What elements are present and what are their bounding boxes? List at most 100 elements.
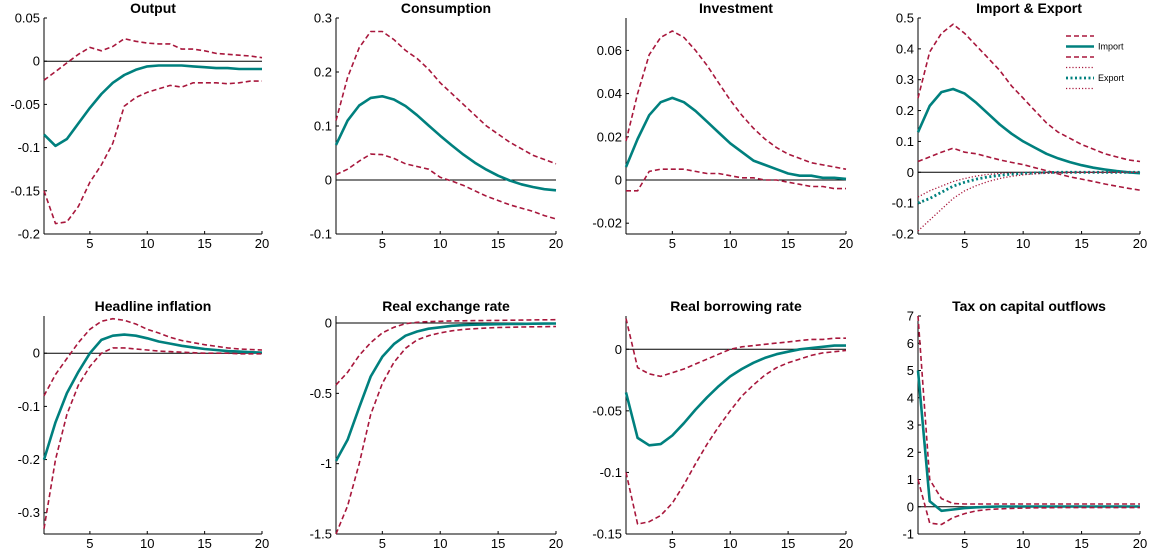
x-tick-label: 20 (1133, 236, 1147, 251)
median-line (624, 96, 847, 181)
x-tick-label: 15 (781, 536, 795, 551)
y-tick-label: 2 (907, 445, 914, 460)
chart-panel: Import & Export -0.2 -0.1 0 0.1 0.2 0.3 0.4 0.5 5… (892, 0, 1148, 251)
band-line (335, 325, 557, 535)
band-line (917, 23, 1141, 163)
band-line (625, 30, 847, 170)
y-tick-label: 0 (325, 316, 332, 331)
y-tick-label: -0.1 (18, 140, 40, 155)
y-tick-label: -0.05 (10, 97, 40, 112)
chart-title: Real exchange rate (382, 298, 510, 314)
y-tick-label: 0 (33, 54, 40, 69)
y-tick-label: 0.02 (597, 129, 622, 144)
y-tick-label: 0.04 (597, 86, 622, 101)
y-tick-label: 0.2 (896, 103, 914, 118)
y-tick-label: -0.15 (592, 527, 622, 542)
band-line (626, 168, 846, 192)
band-line (917, 479, 1140, 526)
x-tick-label: 15 (197, 236, 211, 251)
x-tick-label: 5 (669, 536, 676, 551)
median-line (916, 87, 1141, 175)
y-tick-label: 3 (907, 418, 914, 433)
y-tick-label: 7 (907, 309, 914, 324)
median-line (334, 95, 557, 192)
y-tick-label: -0.2 (892, 227, 914, 242)
y-tick-label: 0 (615, 173, 622, 188)
x-tick-label: 15 (491, 236, 505, 251)
band-line (335, 153, 557, 220)
y-tick-label: 0.05 (15, 11, 40, 26)
x-tick-label: 20 (1133, 536, 1147, 551)
export-line (917, 171, 1140, 232)
y-tick-label: 0.5 (896, 11, 914, 26)
y-tick-label: 0 (33, 346, 40, 361)
x-tick-label: 20 (255, 236, 269, 251)
y-tick-label: -0.3 (18, 505, 40, 520)
y-tick-label: -1.5 (310, 527, 332, 542)
y-tick-label: -1 (902, 527, 914, 542)
export-line (917, 170, 1140, 205)
y-tick-label: 0 (907, 165, 914, 180)
y-tick-label: 0.2 (314, 65, 332, 80)
x-tick-label: 5 (86, 236, 93, 251)
legend-label: Import (1098, 42, 1124, 52)
median-line (916, 370, 1140, 513)
y-tick-label: 0.06 (597, 43, 622, 58)
chart-title: Consumption (401, 0, 491, 16)
chart-title: Real borrowing rate (670, 298, 802, 314)
y-tick-label: 5 (907, 363, 914, 378)
y-tick-label: 0.3 (896, 72, 914, 87)
y-tick-label: 1 (907, 472, 914, 487)
x-tick-label: 10 (723, 536, 737, 551)
median-line (42, 333, 263, 460)
y-tick-label: 6 (907, 336, 914, 351)
band-line (625, 318, 846, 378)
y-tick-label: -0.2 (18, 452, 40, 467)
chart-panel: Headline inflation -0.3 -0.2 -0.1 0 5 10 15 20 (18, 298, 270, 551)
chart-title: Investment (699, 0, 773, 16)
x-tick-label: 10 (140, 536, 154, 551)
y-tick-label: -0.1 (892, 196, 914, 211)
chart-panel: Real borrowing rate -0.15 -0.1 -0.05 0 5 10 15 2… (592, 298, 853, 551)
y-tick-label: 0 (325, 173, 332, 188)
x-tick-label: 15 (491, 536, 505, 551)
y-tick-label: 0.3 (314, 11, 332, 26)
y-tick-label: 0.4 (896, 41, 914, 56)
chart-panel: Tax on capital outflows -1 0 1 2 3 4 5 6 7 5 10 15 20 (902, 298, 1147, 551)
x-tick-label: 10 (433, 536, 447, 551)
x-tick-label: 20 (839, 236, 853, 251)
x-tick-label: 5 (961, 536, 968, 551)
x-tick-label: 15 (1074, 236, 1088, 251)
x-tick-label: 10 (723, 236, 737, 251)
median-line (43, 64, 262, 148)
y-tick-label: -0.05 (592, 403, 622, 418)
band-line (335, 30, 557, 165)
x-tick-label: 5 (961, 236, 968, 251)
y-tick-label: -0.1 (18, 399, 40, 414)
band-line (43, 347, 262, 529)
x-tick-label: 15 (781, 236, 795, 251)
x-tick-label: 5 (379, 536, 386, 551)
band-line (43, 37, 263, 81)
x-tick-label: 10 (433, 236, 447, 251)
chart-panel: Investment -0.02 0 0.02 0.04 0.06 5 10 15 20 (592, 0, 853, 251)
x-tick-label: 20 (549, 536, 563, 551)
x-tick-label: 15 (197, 536, 211, 551)
x-tick-label: 15 (1074, 536, 1088, 551)
median-line (624, 344, 846, 447)
band-line (917, 315, 1140, 505)
x-tick-label: 20 (255, 536, 269, 551)
x-tick-label: 5 (86, 536, 93, 551)
chart-title: Tax on capital outflows (952, 298, 1106, 314)
x-tick-label: 10 (1016, 536, 1030, 551)
band-line (43, 80, 262, 225)
band-line (43, 317, 263, 397)
x-tick-label: 5 (379, 236, 386, 251)
x-tick-label: 10 (1016, 236, 1030, 251)
chart-title: Import & Export (976, 0, 1082, 16)
chart-title: Headline inflation (95, 298, 212, 314)
chart-title: Output (130, 0, 176, 16)
x-tick-label: 20 (549, 236, 563, 251)
y-tick-label: -1 (320, 456, 332, 471)
